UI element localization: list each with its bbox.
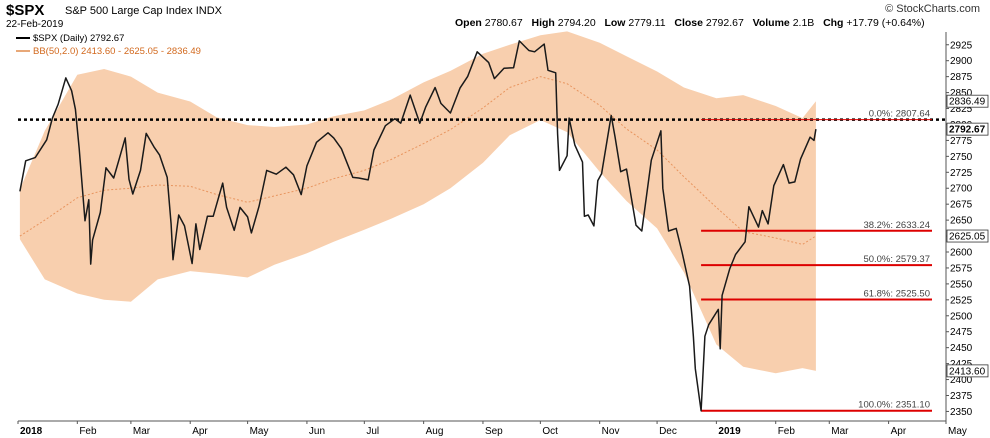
price-tags-layer: 2836.49 2792.67 2625.05 2413.60 xyxy=(946,94,989,378)
high-label: High xyxy=(531,17,555,29)
y-tick-label: 2525 xyxy=(950,295,973,306)
x-tick-label: Mar xyxy=(133,426,151,437)
y-tick-label: 2825 xyxy=(950,104,973,115)
x-tick-label: Sep xyxy=(485,426,503,437)
bollinger-band-layer xyxy=(19,31,817,374)
x-tick-label: May xyxy=(250,426,269,437)
fib-level-label: 50.0%: 2579.37 xyxy=(863,254,930,265)
price-tag-box xyxy=(946,94,989,108)
x-tick-label: Nov xyxy=(602,426,620,437)
fib-level-label: 0.0%: 2807.64 xyxy=(869,109,930,120)
y-tick-label: 2850 xyxy=(950,88,973,99)
bollinger-band-fill xyxy=(19,31,816,374)
legend-bb-swatch xyxy=(16,50,30,53)
index-name-text: S&P 500 Large Cap Index xyxy=(65,5,193,17)
y-tick-label: 2450 xyxy=(950,343,973,354)
volume-value: 2.1B xyxy=(792,17,815,29)
legend-bb: BB(50,2.0) 2413.60 - 2625.05 - 2836.49 xyxy=(16,46,201,57)
legend-price-swatch xyxy=(16,37,30,40)
open-value: 2780.67 xyxy=(484,17,523,29)
low-value: 2779.11 xyxy=(628,17,666,29)
x-tick-label: Feb xyxy=(778,426,796,437)
bollinger-mid-line xyxy=(19,76,817,245)
chart-date: 22-Feb-2019 xyxy=(6,19,64,30)
y-tick-label: 2650 xyxy=(950,216,973,227)
close-label: Close xyxy=(674,17,703,29)
x-tick-label: Jul xyxy=(366,426,379,437)
stockcharts-brand[interactable]: © StockCharts.com xyxy=(885,3,980,15)
index-name: S&P 500 Large Cap Index INDX xyxy=(65,5,222,17)
legend-price: $SPX (Daily) 2792.67 xyxy=(16,33,124,44)
x-tick-label: Oct xyxy=(542,426,558,437)
exchange-label: INDX xyxy=(195,5,222,17)
price-tag-label: 2413.60 xyxy=(949,366,986,377)
chg-label: Chg xyxy=(823,17,844,29)
x-tick-label: Aug xyxy=(426,426,444,437)
volume-label: Volume xyxy=(752,17,790,29)
fib-level-label: 38.2%: 2633.24 xyxy=(863,220,930,231)
y-tick-label: 2750 xyxy=(950,152,973,163)
price-line xyxy=(19,40,817,412)
y-tick-label: 2350 xyxy=(950,407,973,418)
high-value: 2794.20 xyxy=(557,17,596,29)
legend-bb-text: BB(50,2.0) 2413.60 - 2625.05 - 2836.49 xyxy=(33,46,201,57)
x-tick-label: Jun xyxy=(309,426,325,437)
price-tag-box xyxy=(946,122,989,136)
price-tag-label: 2836.49 xyxy=(949,97,986,108)
x-tick-label: Apr xyxy=(192,426,208,437)
ticker-symbol: $SPX xyxy=(6,2,45,19)
legend-price-text: $SPX (Daily) 2792.67 xyxy=(33,33,125,44)
y-tick-label: 2675 xyxy=(950,200,973,211)
price-tag-box xyxy=(946,229,989,243)
y-tick-label: 2700 xyxy=(950,184,973,195)
price-tag-label: 2625.05 xyxy=(949,232,986,243)
chg-value: +17.79 (+0.64%) xyxy=(846,17,925,29)
low-label: Low xyxy=(604,17,626,29)
fibonacci-layer: 0.0%: 2807.64 38.2%: 2633.24 50.0%: 2579.3… xyxy=(18,109,946,412)
price-tag-label: 2792.67 xyxy=(949,125,986,136)
ohlc-readout: Open 2780.67 High 2794.20 Low 2779.11 Cl… xyxy=(455,17,925,29)
y-tick-label: 2475 xyxy=(950,327,973,338)
y-tick-label: 2550 xyxy=(950,279,973,290)
x-tick-label: 2019 xyxy=(718,426,741,437)
close-value: 2792.67 xyxy=(705,17,744,29)
y-tick-label: 2925 xyxy=(950,40,973,51)
x-tick-label: Dec xyxy=(659,426,677,437)
y-tick-label: 2900 xyxy=(950,56,973,67)
y-tick-label: 2500 xyxy=(950,311,973,322)
y-tick-label: 2375 xyxy=(950,391,973,402)
fib-level-label: 61.8%: 2525.50 xyxy=(863,289,930,300)
x-tick-label: May xyxy=(948,426,967,437)
price-layer xyxy=(19,40,817,412)
fib-level-label: 100.0%: 2351.10 xyxy=(858,400,930,411)
y-tick-label: 2875 xyxy=(950,72,973,83)
x-tick-label: Mar xyxy=(831,426,849,437)
y-tick-label: 2725 xyxy=(950,168,973,179)
x-tick-label: Apr xyxy=(891,426,907,437)
x-tick-label: Feb xyxy=(79,426,97,437)
y-tick-label: 2575 xyxy=(950,263,973,274)
y-tick-label: 2400 xyxy=(950,375,973,386)
y-tick-label: 2600 xyxy=(950,248,973,259)
price-tag-box xyxy=(946,364,989,378)
open-label: Open xyxy=(455,17,482,29)
x-tick-label: 2018 xyxy=(20,426,43,437)
y-tick-label: 2775 xyxy=(950,136,973,147)
